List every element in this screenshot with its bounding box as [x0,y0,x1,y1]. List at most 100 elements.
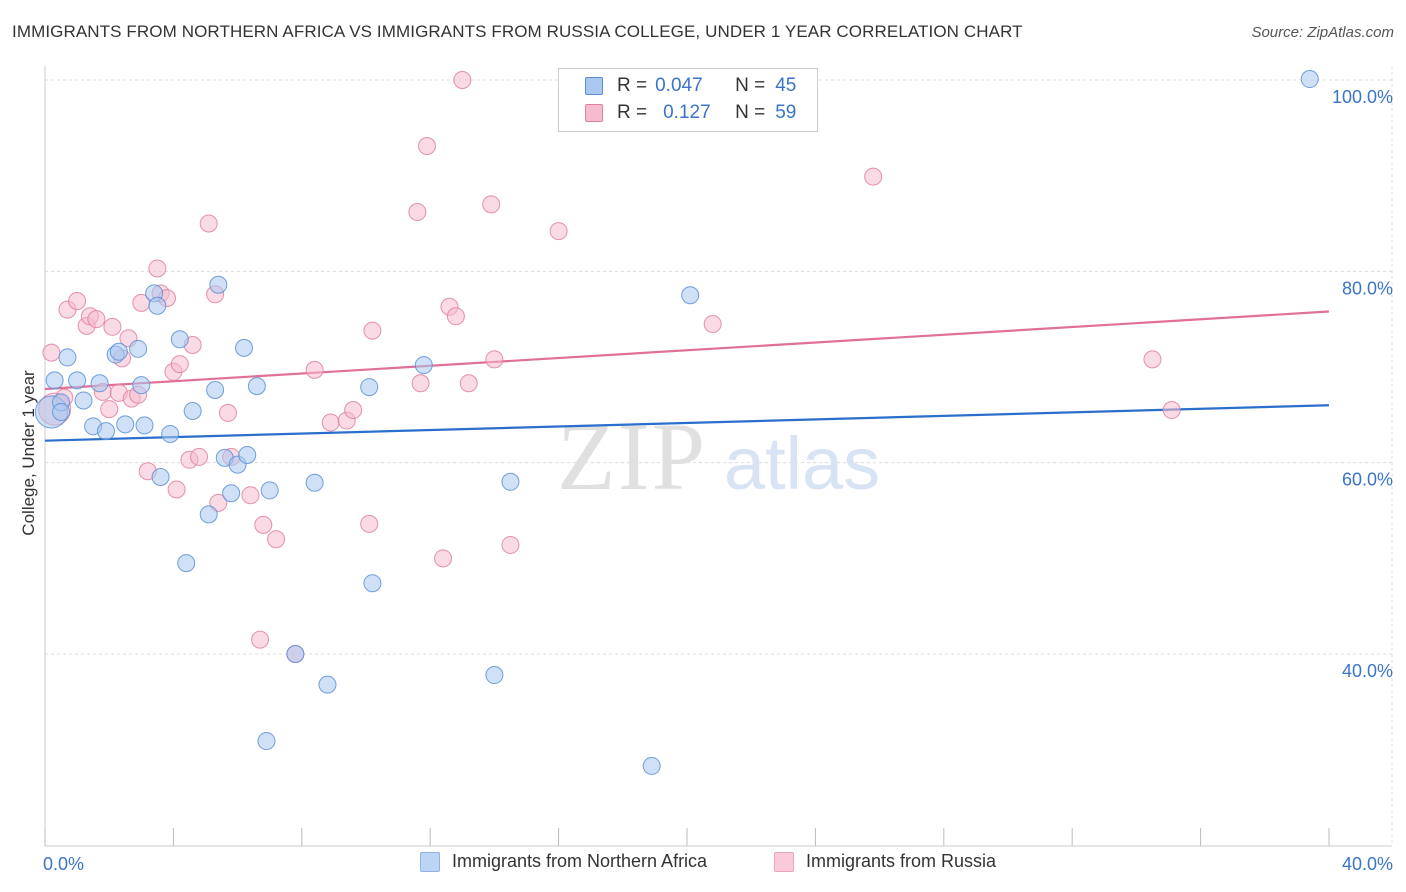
point-northern-africa [642,756,661,775]
legend-r-value: 0.127 [663,102,711,123]
point-russia [459,374,478,393]
legend-swatch-blue [585,77,603,95]
point-northern-africa [58,348,77,367]
point-russia [864,167,883,186]
point-russia [87,310,106,329]
point-russia [485,350,504,369]
watermark: ZIP atlas [557,403,880,510]
point-russia [68,291,87,310]
y-tick-label: 60.0% [1342,470,1393,490]
point-russia [42,343,61,362]
point-russia [254,515,273,534]
point-russia [1162,401,1181,420]
point-russia [148,259,167,278]
point-russia [417,137,436,156]
point-russia [434,549,453,568]
point-russia [703,314,722,333]
point-northern-africa [363,574,382,593]
point-russia [1143,350,1162,369]
point-russia [241,486,260,505]
point-russia [446,307,465,326]
point-northern-africa [183,402,202,421]
bottom-legend-label: Immigrants from Russia [806,851,997,871]
y-axis-label: College, Under 1 year [19,370,38,536]
legend-swatch-pink [585,104,603,122]
legend-n-label: N = [735,102,766,123]
point-northern-africa [209,275,228,294]
point-northern-africa [206,380,225,399]
bottom-legend: Immigrants from Northern Africa Immigran… [0,851,1406,877]
point-northern-africa [161,424,180,443]
trend-line-northern-africa [44,404,1330,442]
point-russia [190,447,209,466]
legend-r-label: R = [617,102,648,123]
point-northern-africa [257,732,276,751]
point-northern-africa [485,666,504,685]
point-russia [100,400,119,419]
point-russia [251,630,270,649]
point-russia [305,360,324,379]
point-northern-africa [238,446,257,465]
point-russia [199,214,218,233]
point-northern-africa [74,391,93,410]
point-russia [103,317,122,336]
bottom-legend-item-russia: Immigrants from Russia [774,851,996,872]
point-northern-africa [151,468,170,487]
legend-row-northern-africa: R = 0.047 N = 45 [585,73,837,99]
point-northern-africa [318,675,337,694]
point-russia [344,401,363,420]
point-russia [501,535,520,554]
watermark-atlas: atlas [724,422,880,505]
point-northern-africa [170,330,189,349]
chart-title: IMMIGRANTS FROM NORTHERN AFRICA VS IMMIG… [12,22,1023,41]
stats-legend: R = 0.047 N = 45 R = 0.127 N = 59 [558,68,818,132]
point-northern-africa [235,338,254,357]
bottom-legend-swatch-pink [774,851,794,872]
y-tick-label: 80.0% [1342,278,1393,298]
point-northern-africa [109,342,128,361]
legend-n-value: 45 [775,75,797,96]
legend-r-value: 0.047 [655,75,703,96]
point-northern-africa [132,376,151,395]
point-russia [363,321,382,340]
point-northern-africa [135,416,154,435]
point-russia [267,530,286,549]
point-northern-africa [90,374,109,393]
point-northern-africa [129,339,148,358]
trend-lines [44,310,1330,442]
bottom-legend-label: Immigrants from Northern Africa [452,851,708,871]
series-russia-points [38,71,1181,663]
point-russia [408,203,427,222]
x-tick-label: 0.0% [43,854,84,874]
point-northern-africa [286,645,305,663]
point-northern-africa [1300,70,1319,89]
point-northern-africa [222,484,241,503]
point-russia [321,413,340,432]
point-northern-africa [199,505,218,524]
point-russia [209,493,228,512]
source-label: Source: ZipAtlas.com [1251,24,1394,41]
legend-n-value: 59 [775,102,797,123]
tick-labels: 100.0% 80.0% 60.0% 40.0% 0.0% 40.0% [43,87,1393,874]
bottom-legend-item-northern-africa: Immigrants from Northern Africa [420,851,707,872]
point-northern-africa [148,296,167,315]
point-russia [411,374,430,393]
y-tick-label: 100.0% [1332,87,1393,107]
point-northern-africa [305,473,324,492]
point-northern-africa [177,554,196,573]
point-russia [453,71,472,89]
y-tick-label: 40.0% [1342,661,1393,681]
axes [44,66,1392,847]
series-northern-africa-points [34,70,1319,775]
watermark-zip: ZIP [557,403,707,510]
point-russia [549,222,568,241]
legend-row-russia: R = 0.127 N = 59 [585,100,837,126]
bottom-legend-swatch-blue [420,851,440,872]
trend-line-russia [44,310,1330,391]
point-northern-africa [52,402,71,421]
point-northern-africa [96,422,115,441]
point-russia [167,480,186,499]
point-northern-africa [260,481,279,500]
point-northern-africa [45,371,64,390]
